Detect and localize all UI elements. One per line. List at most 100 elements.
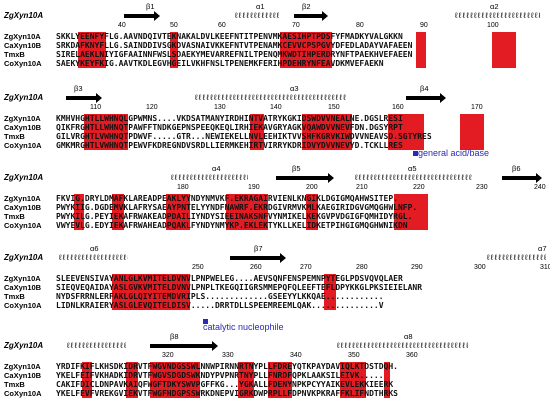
secondary-structure-label: β2: [302, 2, 311, 11]
alignment-block: ZgXyn10A β1 ℓℓℓℓℓℓℓℓℓℓℓℓℓℓℓℓℓℓℓℓℓℓℓℓℓℓℓℓℓℓ…: [0, 0, 550, 80]
alpha-helix-coil: ℓℓℓℓℓℓℓℓℓℓℓℓℓℓℓℓℓℓℓℓℓℓℓℓℓℓℓℓℓℓℓℓℓℓℓℓℓℓℓℓ: [336, 342, 468, 350]
residue-number: 340: [290, 352, 302, 359]
sequence-name: CoXyn10A: [4, 389, 42, 398]
sequence-rows: ZgXyn10A SKKLYEENFYFLG.AAVNDQIVTEKNAKALDV…: [0, 32, 550, 70]
alpha-helix-coil: ℓℓℓℓℓℓℓℓℓℓℓℓℓℓℓℓℓℓℓℓℓℓℓℓℓℓℓℓℓℓℓℓℓℓℓℓℓℓℓℓ: [194, 94, 347, 102]
alpha-helix-coil: ℓℓℓℓℓℓℓℓℓℓℓℓℓℓℓℓℓℓℓℓℓℓℓℓℓℓℓℓℓℓℓℓℓℓℓℓℓℓℓℓ: [170, 174, 248, 182]
beta-strand-arrow: [230, 253, 286, 263]
sequence-row: FKVIG.DRYLDMAFKLAREADPEAKLYYNDYNMVKF.EKR…: [56, 194, 398, 203]
sequence-row: SRKDAFKNYFLLG.SAINDDIVSGKDVASNAIVKKEFNTV…: [56, 41, 413, 50]
conserved-residue-highlight: [238, 362, 254, 398]
conserved-residue-highlight: [74, 194, 84, 230]
conserved-residue-highlight: [306, 194, 318, 230]
alpha-helix-coil: ℓℓℓℓℓℓℓℓℓℓℓℓℓℓℓℓℓℓℓℓℓℓℓℓℓℓℓℓℓℓℓℓℓℓℓℓℓℓℓℓ: [486, 254, 546, 262]
sequence-row: PWYKILG.PEYIEKAFRWAKEADPDAILIYNDYSIEEINA…: [56, 212, 413, 221]
sequence-rows: ZgXyn10A YRDIFKIFLKHSDKIDRVTFWGVNDGSSWLNN…: [0, 362, 550, 400]
conserved-residue-highlight: [144, 274, 158, 310]
residue-number: 160: [392, 104, 404, 111]
conserved-residue-highlight: [324, 274, 336, 310]
conserved-residue-highlight: [150, 362, 200, 398]
sequence-name: CoXyn10A: [4, 221, 42, 230]
alpha-helix-coil: ℓℓℓℓℓℓℓℓℓℓℓℓℓℓℓℓℓℓℓℓℓℓℓℓℓℓℓℓℓℓℓℓℓℓℓℓℓℓℓℓ: [66, 342, 126, 350]
conserved-residue-highlight: [388, 114, 424, 150]
residue-number: 230: [476, 184, 488, 191]
residue-number: 330: [222, 352, 234, 359]
residue-number: 110: [90, 104, 102, 111]
reference-sequence-label: ZgXyn10A: [4, 11, 44, 20]
conserved-residue-highlight: [166, 194, 190, 230]
beta-strand-arrow: [502, 173, 542, 183]
residue-number: 350: [348, 352, 360, 359]
sequence-row: KMHVHGHTLLWHNQLGPWMNS....VKDSATMANYIRDHI…: [56, 114, 403, 123]
beta-strand-arrow: [276, 173, 334, 183]
secondary-structure-label: β4: [420, 84, 429, 93]
alpha-helix-coil: ℓℓℓℓℓℓℓℓℓℓℓℓℓℓℓℓℓℓℓℓℓℓℓℓℓℓℓℓℓℓℓℓℓℓℓℓℓℓℓℓ: [58, 254, 128, 262]
secondary-structure-label: β3: [74, 84, 83, 93]
general-acid-base-marker: [413, 151, 418, 156]
conserved-residue-highlight: [460, 114, 484, 150]
beta-strand-arrow: [406, 93, 446, 103]
residue-number: 310: [540, 264, 550, 271]
sequence-name: TmxB: [4, 50, 25, 59]
sequence-rows: ZgXyn10A FKVIG.DRYLDMAFKLAREADPEAKLYYNDYN…: [0, 194, 550, 232]
residue-number: 280: [356, 264, 368, 271]
alpha-helix-coil: ℓℓℓℓℓℓℓℓℓℓℓℓℓℓℓℓℓℓℓℓℓℓℓℓℓℓℓℓℓℓℓℓℓℓℓℓℓℓℓℓ: [354, 174, 472, 182]
sequence-name: CaXyn10B: [4, 283, 42, 292]
sequence-name: CoXyn10A: [4, 59, 42, 68]
residue-number: 50: [170, 22, 178, 29]
sequence-rows: ZgXyn10A SLEEVENSIVAYANLGLKVMITELDVNVLPNP…: [0, 274, 550, 312]
residue-number: 40: [118, 22, 126, 29]
beta-strand-arrow: [150, 341, 218, 351]
sequence-row: SIEQVEQAIDAYASLGVKVMITELDVNVLPNPLTKEGQII…: [56, 283, 423, 292]
sequence-name: ZgXyn10A: [4, 274, 41, 283]
sequence-row: YKELFEVFVREKGVIEKVTFWGFHDGPSSWRKDNEPVIGR…: [56, 389, 398, 398]
sequence-row: QIKFRGHTLLWHNQTPAWFFTNDKGEPNSPEEQKEQLIRH…: [56, 123, 403, 132]
conserved-residue-highlight: [302, 114, 352, 150]
conserved-residue-highlight: [226, 194, 268, 230]
residue-number: 320: [162, 352, 174, 359]
secondary-structure-label: β7: [254, 244, 263, 253]
sequence-name: TmxB: [4, 212, 25, 221]
residue-number: 150: [328, 104, 340, 111]
sequence-name: CoXyn10A: [4, 301, 42, 310]
conserved-residue-highlight: [112, 194, 124, 230]
secondary-structure-label: α1: [256, 2, 265, 11]
sequence-name: TmxB: [4, 292, 25, 301]
secondary-structure-label: α6: [90, 244, 99, 253]
alignment-block: ZgXyn10A ℓℓℓℓℓℓℓℓℓℓℓℓℓℓℓℓℓℓℓℓℓℓℓℓℓℓℓℓℓℓℓℓ…: [0, 162, 550, 242]
sequence-name: CoXyn10A: [4, 141, 42, 150]
conserved-residue-highlight: [420, 194, 428, 230]
alpha-helix-coil: ℓℓℓℓℓℓℓℓℓℓℓℓℓℓℓℓℓℓℓℓℓℓℓℓℓℓℓℓℓℓℓℓℓℓℓℓℓℓℓℓ: [234, 12, 279, 20]
residue-number: 300: [474, 264, 486, 271]
residue-number: 180: [177, 184, 189, 191]
sequence-row: YKELFEIFVKHADKIDRVTFWGVSDGDSWKNDYPVPNRTN…: [56, 371, 384, 380]
residue-number: 200: [306, 184, 318, 191]
residue-number: 260: [250, 264, 262, 271]
residue-number: 100: [487, 22, 499, 29]
sequence-name: CaXyn10B: [4, 371, 42, 380]
sequence-name: CaXyn10B: [4, 123, 42, 132]
residue-number: 210: [356, 184, 368, 191]
catalytic-nucleophile-marker: [203, 319, 208, 324]
sequence-name: CaXyn10B: [4, 41, 42, 50]
residue-number: 190: [248, 184, 260, 191]
conserved-residue-highlight: [78, 32, 106, 68]
general-acid-base-annotation: general acid/base: [418, 148, 490, 158]
sequence-name: ZgXyn10A: [4, 114, 41, 123]
residue-number: 240: [534, 184, 546, 191]
conserved-residue-highlight: [416, 32, 426, 68]
residue-number: 360: [406, 352, 418, 359]
conserved-residue-highlight: [158, 274, 190, 310]
secondary-structure-label: β6: [512, 164, 521, 173]
reference-sequence-label: ZgXyn10A: [4, 93, 44, 102]
sequence-row: SAEKYKEYFKIG.AAVTKDLEGVHGEILVKHFNSLTPENE…: [56, 59, 384, 68]
secondary-structure-label: α5: [408, 164, 417, 173]
conserved-residue-highlight: [84, 114, 128, 150]
alpha-helix-coil: ℓℓℓℓℓℓℓℓℓℓℓℓℓℓℓℓℓℓℓℓℓℓℓℓℓℓℓℓℓℓℓℓℓℓℓℓℓℓℓℓ: [454, 12, 540, 20]
secondary-structure-label: β8: [170, 332, 179, 341]
beta-strand-arrow: [66, 93, 102, 103]
sequence-row: SIRELAEKLNIYIGFAAINNFWSLSDAEKYMEVARREFNI…: [56, 50, 413, 59]
conserved-residue-highlight: [280, 32, 332, 68]
secondary-structure-label: β5: [292, 164, 301, 173]
